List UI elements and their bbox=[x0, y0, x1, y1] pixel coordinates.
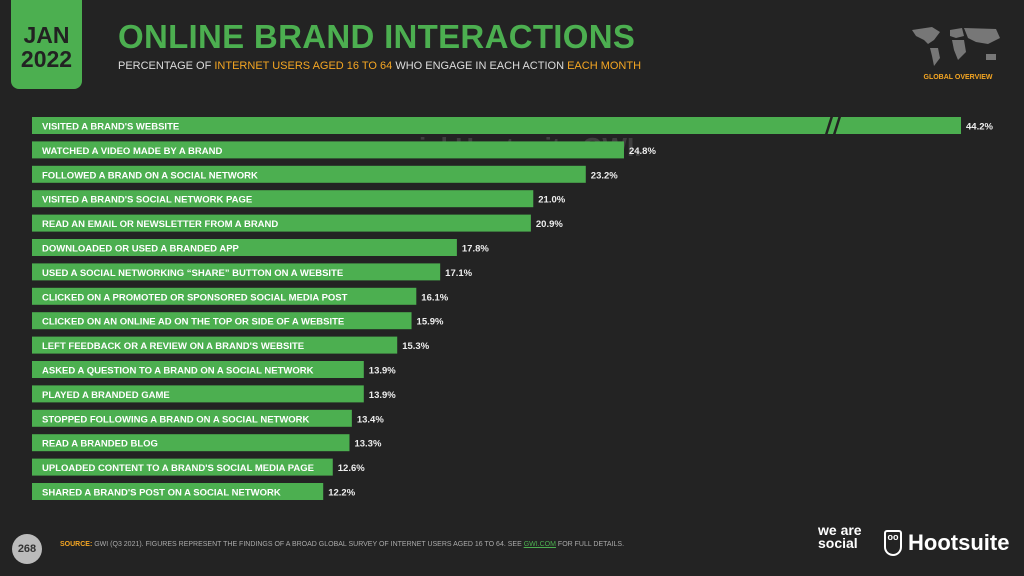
bar bbox=[32, 483, 324, 500]
category-label: SHARED A BRAND'S POST ON A SOCIAL NETWOR… bbox=[42, 488, 281, 499]
source-link[interactable]: GWI.COM bbox=[523, 541, 556, 548]
world-map-icon bbox=[912, 27, 1000, 66]
bar bbox=[32, 385, 364, 403]
bar bbox=[32, 239, 457, 256]
date-month: JAN bbox=[23, 21, 70, 48]
subtitle-text: WHO ENGAGE IN EACH ACTION bbox=[392, 60, 568, 72]
date-badge: JAN 2022 bbox=[11, 0, 82, 89]
category-label: ASKED A QUESTION TO A BRAND ON A SOCIAL … bbox=[42, 366, 314, 377]
source-note: SOURCE: GWI (Q3 2021). FIGURES REPRESENT… bbox=[60, 541, 624, 548]
bar bbox=[32, 458, 333, 476]
value-label: 24.8% bbox=[629, 146, 656, 157]
category-label: UPLOADED CONTENT TO A BRAND'S SOCIAL MED… bbox=[42, 463, 314, 474]
category-label: CLICKED ON A PROMOTED OR SPONSORED SOCIA… bbox=[42, 292, 348, 303]
value-label: 21.0% bbox=[538, 195, 565, 206]
value-label: 44.2% bbox=[966, 122, 993, 133]
bar bbox=[32, 336, 398, 354]
value-label: 15.3% bbox=[402, 341, 429, 352]
bar bbox=[32, 214, 531, 232]
category-label: WATCHED A VIDEO MADE BY A BRAND bbox=[42, 146, 222, 157]
map-label: GLOBAL OVERVIEW bbox=[923, 74, 993, 81]
we-are-social-logo: we are social bbox=[818, 522, 862, 551]
hootsuite-logo: oo Hootsuite bbox=[884, 530, 1009, 556]
bar bbox=[32, 312, 412, 330]
bar bbox=[32, 287, 417, 305]
source-label: SOURCE: bbox=[60, 541, 93, 548]
value-label: 13.4% bbox=[357, 414, 384, 425]
category-label: VISITED A BRAND'S SOCIAL NETWORK PAGE bbox=[42, 195, 252, 206]
category-label: STOPPED FOLLOWING A BRAND ON A SOCIAL NE… bbox=[42, 414, 310, 425]
subtitle-highlight: EACH MONTH bbox=[567, 60, 642, 72]
category-label: USED A SOCIAL NETWORKING “SHARE” BUTTON … bbox=[42, 268, 343, 279]
value-label: 12.2% bbox=[328, 488, 355, 499]
bar bbox=[32, 263, 441, 281]
category-label: READ AN EMAIL OR NEWSLETTER FROM A BRAND bbox=[42, 219, 278, 230]
value-label: 17.8% bbox=[462, 244, 489, 255]
date-year: 2022 bbox=[20, 45, 73, 72]
hootsuite-text: Hootsuite bbox=[908, 530, 1010, 555]
axis-break-mark bbox=[824, 115, 834, 136]
bar bbox=[32, 409, 352, 427]
value-label: 13.3% bbox=[354, 439, 381, 450]
source-text: GWI (Q3 2021). FIGURES REPRESENT THE FIN… bbox=[92, 541, 524, 548]
bar bbox=[32, 434, 350, 452]
category-label: DOWNLOADED OR USED A BRANDED APP bbox=[42, 244, 240, 255]
category-label: FOLLOWED A BRAND ON A SOCIAL NETWORK bbox=[42, 170, 258, 181]
value-label: 13.9% bbox=[369, 366, 396, 377]
category-label: VISITED A BRAND'S WEBSITE bbox=[42, 122, 179, 133]
bar bbox=[32, 141, 624, 159]
subtitle-text: PERCENTAGE OF bbox=[118, 60, 215, 72]
value-label: 15.9% bbox=[417, 317, 444, 328]
bar bbox=[32, 361, 364, 378]
value-label: 23.2% bbox=[591, 170, 618, 181]
subtitle-highlight: INTERNET USERS AGED 16 TO 64 bbox=[214, 60, 393, 72]
category-label: CLICKED ON AN ONLINE AD ON THE TOP OR SI… bbox=[42, 317, 344, 328]
value-label: 17.1% bbox=[445, 268, 472, 279]
bar bbox=[32, 165, 586, 183]
category-label: READ A BRANDED BLOG bbox=[42, 439, 158, 450]
value-label: 20.9% bbox=[536, 219, 563, 230]
axis-break-mark bbox=[832, 115, 842, 136]
page-number: 268 bbox=[12, 534, 42, 564]
bar-chart: VISITED A BRAND'S WEBSITE 44.2% WATCHED A … bbox=[32, 115, 993, 500]
category-label: LEFT FEEDBACK OR A REVIEW ON A BRAND'S W… bbox=[42, 341, 304, 352]
value-label: 16.1% bbox=[421, 292, 448, 303]
owl-icon: oo bbox=[884, 530, 902, 556]
category-label: PLAYED A BRANDED GAME bbox=[42, 390, 170, 401]
bar bbox=[32, 190, 534, 208]
page-title: ONLINE BRAND INTERACTIONS bbox=[118, 18, 636, 55]
page-subtitle: PERCENTAGE OF INTERNET USERS AGED 16 TO … bbox=[118, 60, 641, 72]
value-label: 12.6% bbox=[338, 463, 365, 474]
value-label: 13.9% bbox=[369, 390, 396, 401]
source-text-end: FOR FULL DETAILS. bbox=[555, 541, 625, 548]
bar bbox=[32, 117, 961, 134]
